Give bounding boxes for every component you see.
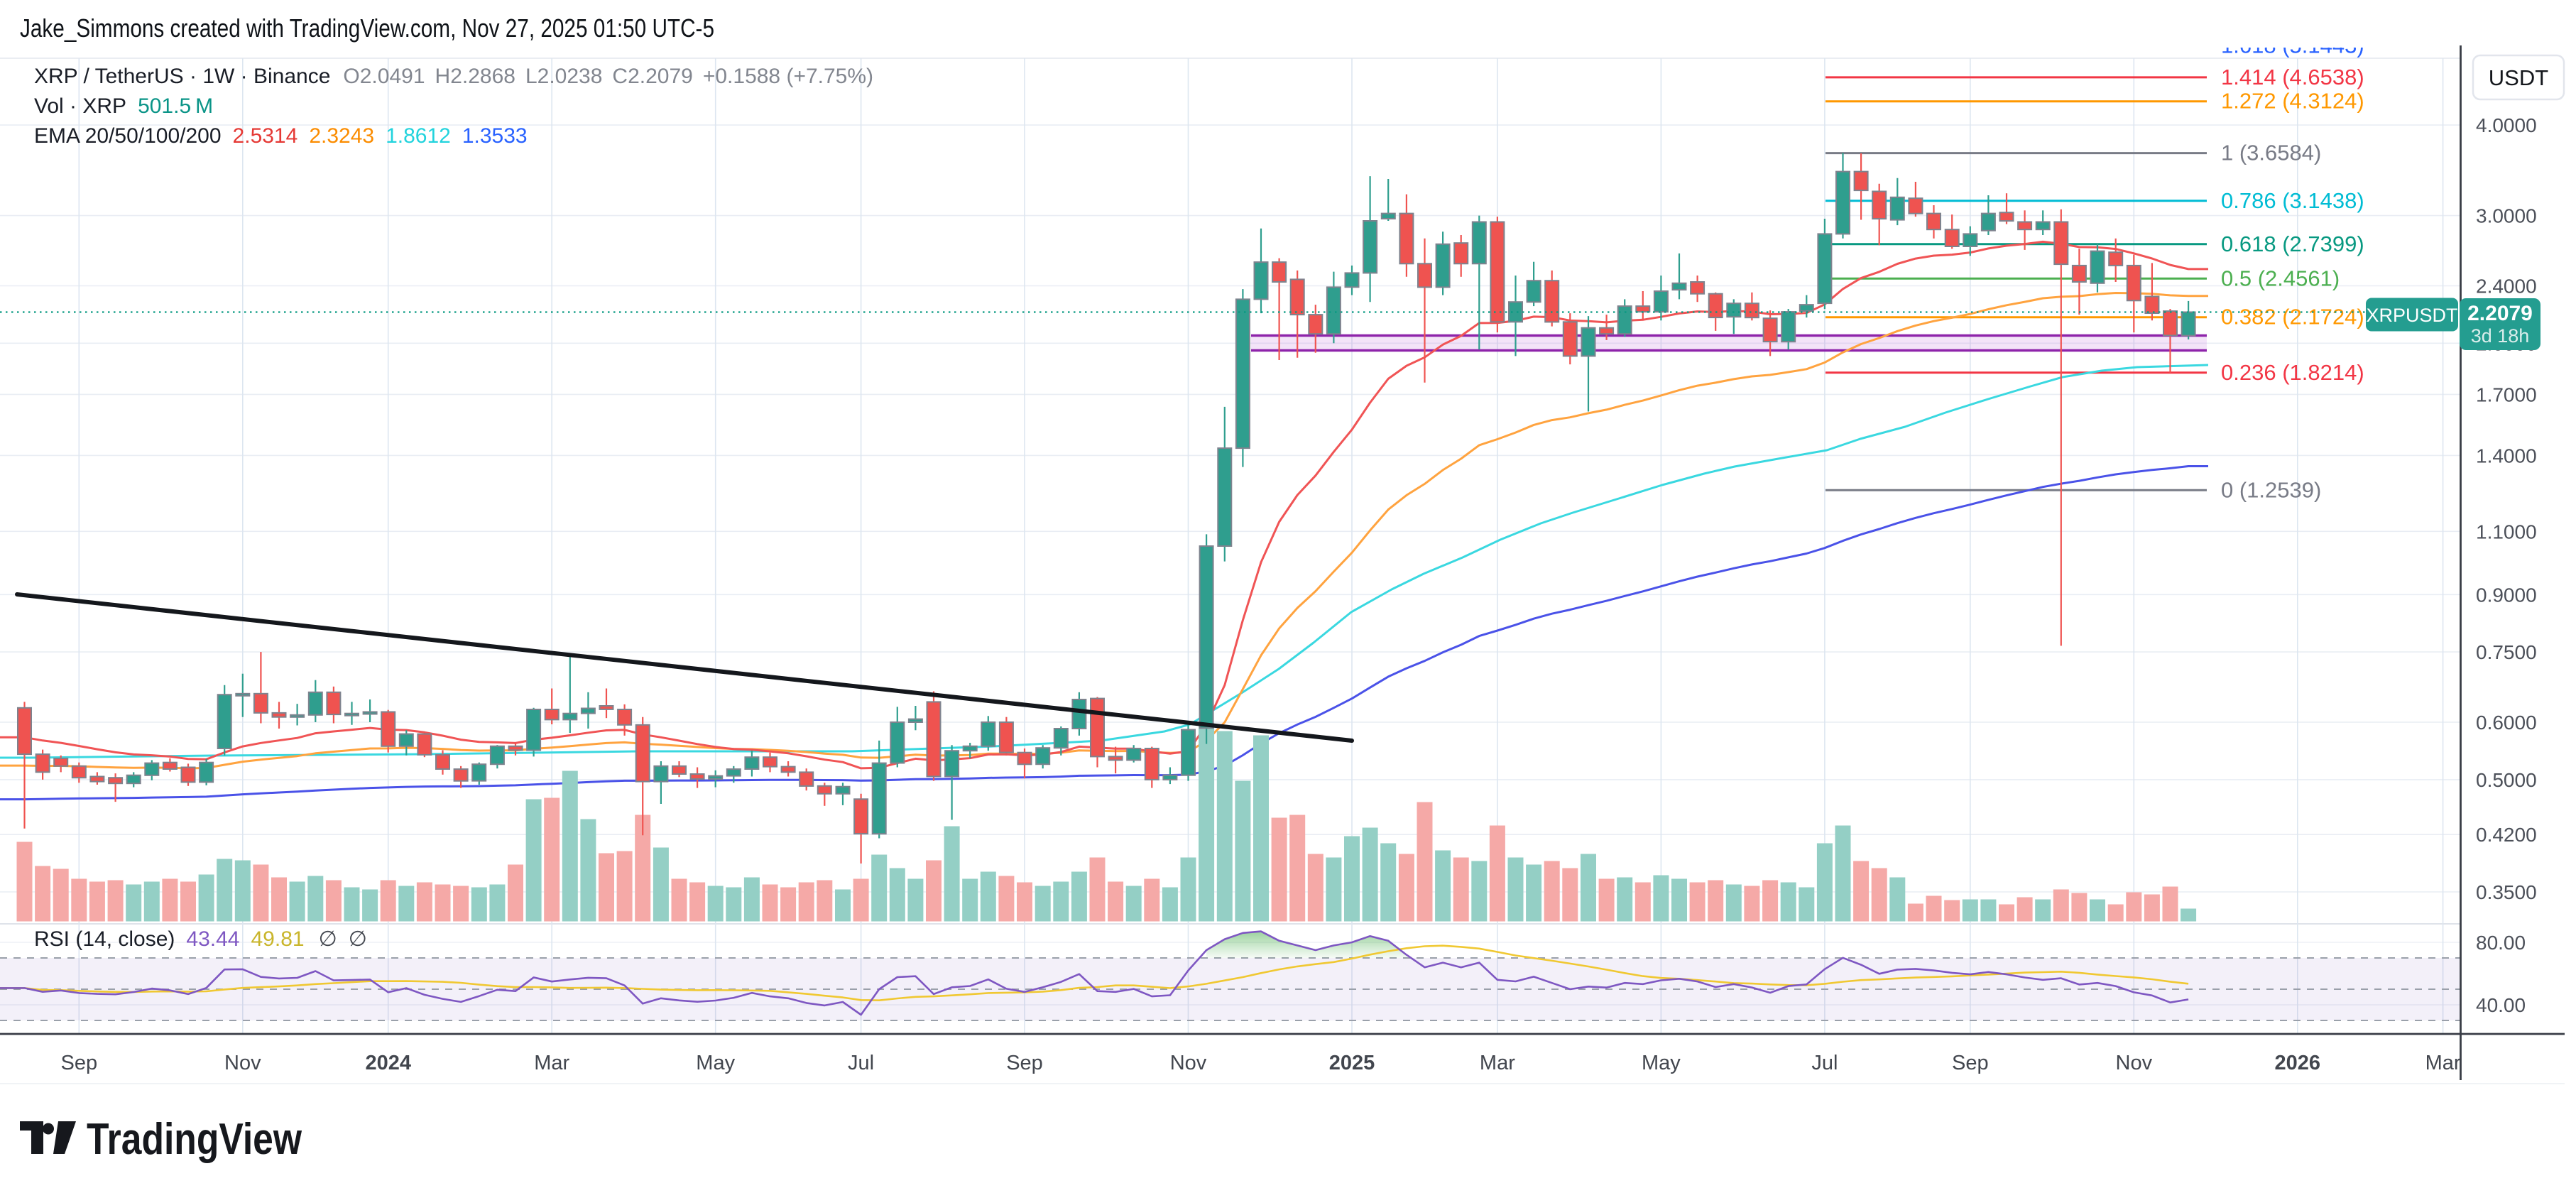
svg-text:Mar: Mar — [2425, 1052, 2461, 1074]
svg-text:1.4000: 1.4000 — [2476, 445, 2537, 467]
svg-text:XRPUSDT: XRPUSDT — [2366, 305, 2457, 326]
svg-text:Jul: Jul — [848, 1052, 874, 1074]
svg-text:0.9000: 0.9000 — [2476, 584, 2537, 606]
svg-text:TradingView: TradingView — [87, 1115, 302, 1164]
svg-text:0.786 (3.1438): 0.786 (3.1438) — [2221, 188, 2364, 213]
svg-text:2.4000: 2.4000 — [2476, 276, 2537, 298]
svg-text:0 (1.2539): 0 (1.2539) — [2221, 477, 2321, 502]
svg-text:Mar: Mar — [1480, 1052, 1515, 1074]
svg-text:0.4200: 0.4200 — [2476, 824, 2537, 846]
svg-text:2.2079: 2.2079 — [2467, 302, 2533, 325]
svg-text:Nov: Nov — [2116, 1052, 2153, 1074]
svg-text:May: May — [696, 1052, 735, 1074]
svg-text:1.1000: 1.1000 — [2476, 521, 2537, 543]
svg-text:0.3500: 0.3500 — [2476, 881, 2537, 903]
svg-text:Jake_Simmons created with Trad: Jake_Simmons created with TradingView.co… — [20, 13, 714, 43]
svg-text:4.0000: 4.0000 — [2476, 114, 2537, 136]
svg-text:USDT: USDT — [2489, 65, 2548, 90]
svg-text:Nov: Nov — [1170, 1052, 1207, 1074]
svg-text:0.382 (2.1724): 0.382 (2.1724) — [2221, 305, 2364, 329]
svg-text:Mar: Mar — [534, 1052, 569, 1074]
svg-text:3d 18h: 3d 18h — [2471, 325, 2530, 347]
svg-text:2024: 2024 — [365, 1052, 411, 1074]
svg-text:Sep: Sep — [60, 1052, 97, 1074]
svg-text:1 (3.6584): 1 (3.6584) — [2221, 141, 2321, 165]
svg-text:Sep: Sep — [1952, 1052, 1989, 1074]
svg-text:May: May — [1642, 1052, 1681, 1074]
svg-text:3.0000: 3.0000 — [2476, 205, 2537, 227]
svg-text:40.00: 40.00 — [2476, 994, 2526, 1016]
svg-text:1.272 (4.3124): 1.272 (4.3124) — [2221, 89, 2364, 114]
svg-text:80.00: 80.00 — [2476, 932, 2526, 954]
svg-text:1.7000: 1.7000 — [2476, 383, 2537, 405]
svg-text:Sep: Sep — [1006, 1052, 1043, 1074]
svg-text:0.5 (2.4561): 0.5 (2.4561) — [2221, 266, 2340, 290]
svg-text:2025: 2025 — [1329, 1052, 1375, 1074]
svg-text:0.7500: 0.7500 — [2476, 641, 2537, 663]
svg-text:Nov: Nov — [224, 1052, 261, 1074]
svg-text:0.618 (2.7399): 0.618 (2.7399) — [2221, 231, 2364, 256]
svg-text:Jul: Jul — [1811, 1052, 1838, 1074]
svg-text:0.236 (1.8214): 0.236 (1.8214) — [2221, 360, 2364, 385]
svg-text:2026: 2026 — [2275, 1052, 2321, 1074]
svg-text:0.5000: 0.5000 — [2476, 769, 2537, 791]
svg-text:1.414 (4.6538): 1.414 (4.6538) — [2221, 65, 2364, 89]
svg-text:0.6000: 0.6000 — [2476, 712, 2537, 734]
